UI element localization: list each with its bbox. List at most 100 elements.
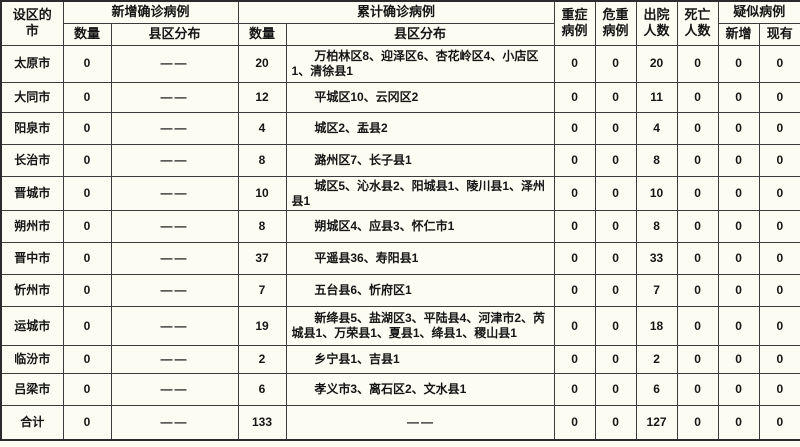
critical-cell: 0 [594,176,637,211]
deaths-cell: 0 [676,176,719,211]
discharged-cell: 127 [635,405,678,441]
suspected-new-cell: 0 [717,344,760,374]
suspected-current-cell: 0 [758,344,800,374]
city-cell: 忻州市 [0,274,64,308]
discharged-cell: 18 [635,306,678,346]
discharged-cell: 33 [635,241,678,276]
new-dist-cell: —— [110,176,239,211]
header-cum-dist: 县区分布 [285,22,555,46]
city-cell: 运城市 [0,306,64,346]
suspected-current-cell: 0 [758,176,800,211]
severe-cell: 0 [553,274,596,308]
suspected-current-cell: 0 [758,241,800,276]
cum-count-cell: 8 [237,209,287,243]
new-count-cell: 0 [62,176,112,211]
new-dist-cell: —— [110,111,239,146]
deaths-cell: 0 [676,209,719,243]
deaths-cell: 0 [676,405,719,441]
deaths-cell: 0 [676,344,719,374]
city-cell: 太原市 [0,44,64,83]
cum-dist-cell: —— [285,405,555,441]
critical-cell: 0 [594,405,637,441]
header-suspected-new: 新增 [717,22,760,46]
suspected-current-cell: 0 [758,405,800,441]
new-count-cell: 0 [62,344,112,374]
city-cell: 大同市 [0,81,64,114]
discharged-cell: 7 [635,274,678,308]
critical-cell: 0 [594,111,637,146]
table-row: 晋城市 0 —— 10 城区5、沁水县2、阳城县1、陵川县1、泽州县1 0 0 … [0,176,800,211]
critical-cell: 0 [594,306,637,346]
new-count-cell: 0 [62,44,112,83]
cum-count-cell: 133 [237,405,287,441]
new-dist-cell: —— [110,344,239,374]
table-row: 临汾市 0 —— 2 乡宁县1、吉县1 0 0 2 0 0 0 [0,344,800,374]
critical-cell: 0 [594,81,637,114]
discharged-cell: 6 [635,372,678,407]
suspected-new-cell: 0 [717,372,760,407]
table-row: 吕梁市 0 —— 6 孝义市3、离石区2、文水县1 0 0 6 0 0 0 [0,372,800,407]
suspected-current-cell: 0 [758,274,800,308]
suspected-new-cell: 0 [717,44,760,83]
critical-cell: 0 [594,344,637,374]
header-city: 设区的市 [0,0,64,46]
city-cell: 合计 [0,405,64,441]
new-dist-cell: —— [110,372,239,407]
critical-cell: 0 [594,241,637,276]
critical-cell: 0 [594,372,637,407]
table-row: 忻州市 0 —— 7 五台县6、忻府区1 0 0 7 0 0 0 [0,274,800,308]
cum-dist-cell: 平城区10、云冈区2 [285,81,555,114]
cum-dist-cell: 平遥县36、寿阳县1 [285,241,555,276]
discharged-cell: 20 [635,44,678,83]
new-count-cell: 0 [62,144,112,178]
new-dist-cell: —— [110,405,239,441]
new-dist-cell: —— [110,209,239,243]
table-body: 太原市 0 —— 20 万柏林区8、迎泽区6、杏花岭区4、小店区1、清徐县1 0… [0,44,800,441]
new-dist-cell: —— [110,306,239,346]
suspected-new-cell: 0 [717,306,760,346]
city-cell: 阳泉市 [0,111,64,146]
new-dist-cell: —— [110,241,239,276]
table-row: 朔州市 0 —— 8 朔城区4、应县3、怀仁市1 0 0 8 0 0 0 [0,209,800,243]
header-cumulative-group: 累计确诊病例 [237,0,555,24]
deaths-cell: 0 [676,306,719,346]
city-cell: 晋城市 [0,176,64,211]
city-cell: 临汾市 [0,344,64,374]
cum-count-cell: 6 [237,372,287,407]
suspected-new-cell: 0 [717,209,760,243]
header-discharged: 出院人数 [635,0,678,46]
deaths-cell: 0 [676,241,719,276]
critical-cell: 0 [594,44,637,83]
new-dist-cell: —— [110,274,239,308]
deaths-cell: 0 [676,274,719,308]
table-row: 阳泉市 0 —— 4 城区2、盂县2 0 0 4 0 0 0 [0,111,800,146]
new-count-cell: 0 [62,274,112,308]
severe-cell: 0 [553,209,596,243]
cum-count-cell: 12 [237,81,287,114]
cum-count-cell: 20 [237,44,287,83]
cum-dist-cell: 城区2、盂县2 [285,111,555,146]
table-row: 大同市 0 —— 12 平城区10、云冈区2 0 0 11 0 0 0 [0,81,800,114]
new-count-cell: 0 [62,306,112,346]
new-count-cell: 0 [62,372,112,407]
new-count-cell: 0 [62,209,112,243]
severe-cell: 0 [553,405,596,441]
severe-cell: 0 [553,344,596,374]
suspected-current-cell: 0 [758,209,800,243]
header-new-dist: 县区分布 [110,22,239,46]
cum-dist-cell: 孝义市3、离石区2、文水县1 [285,372,555,407]
severe-cell: 0 [553,44,596,83]
city-cell: 吕梁市 [0,372,64,407]
cum-dist-cell: 乡宁县1、吉县1 [285,344,555,374]
cum-count-cell: 10 [237,176,287,211]
suspected-current-cell: 0 [758,372,800,407]
discharged-cell: 11 [635,81,678,114]
table-row: 太原市 0 —— 20 万柏林区8、迎泽区6、杏花岭区4、小店区1、清徐县1 0… [0,44,800,83]
severe-cell: 0 [553,241,596,276]
city-cell: 长治市 [0,144,64,178]
header-new-cases-group: 新增确诊病例 [62,0,239,24]
suspected-new-cell: 0 [717,274,760,308]
cum-count-cell: 8 [237,144,287,178]
